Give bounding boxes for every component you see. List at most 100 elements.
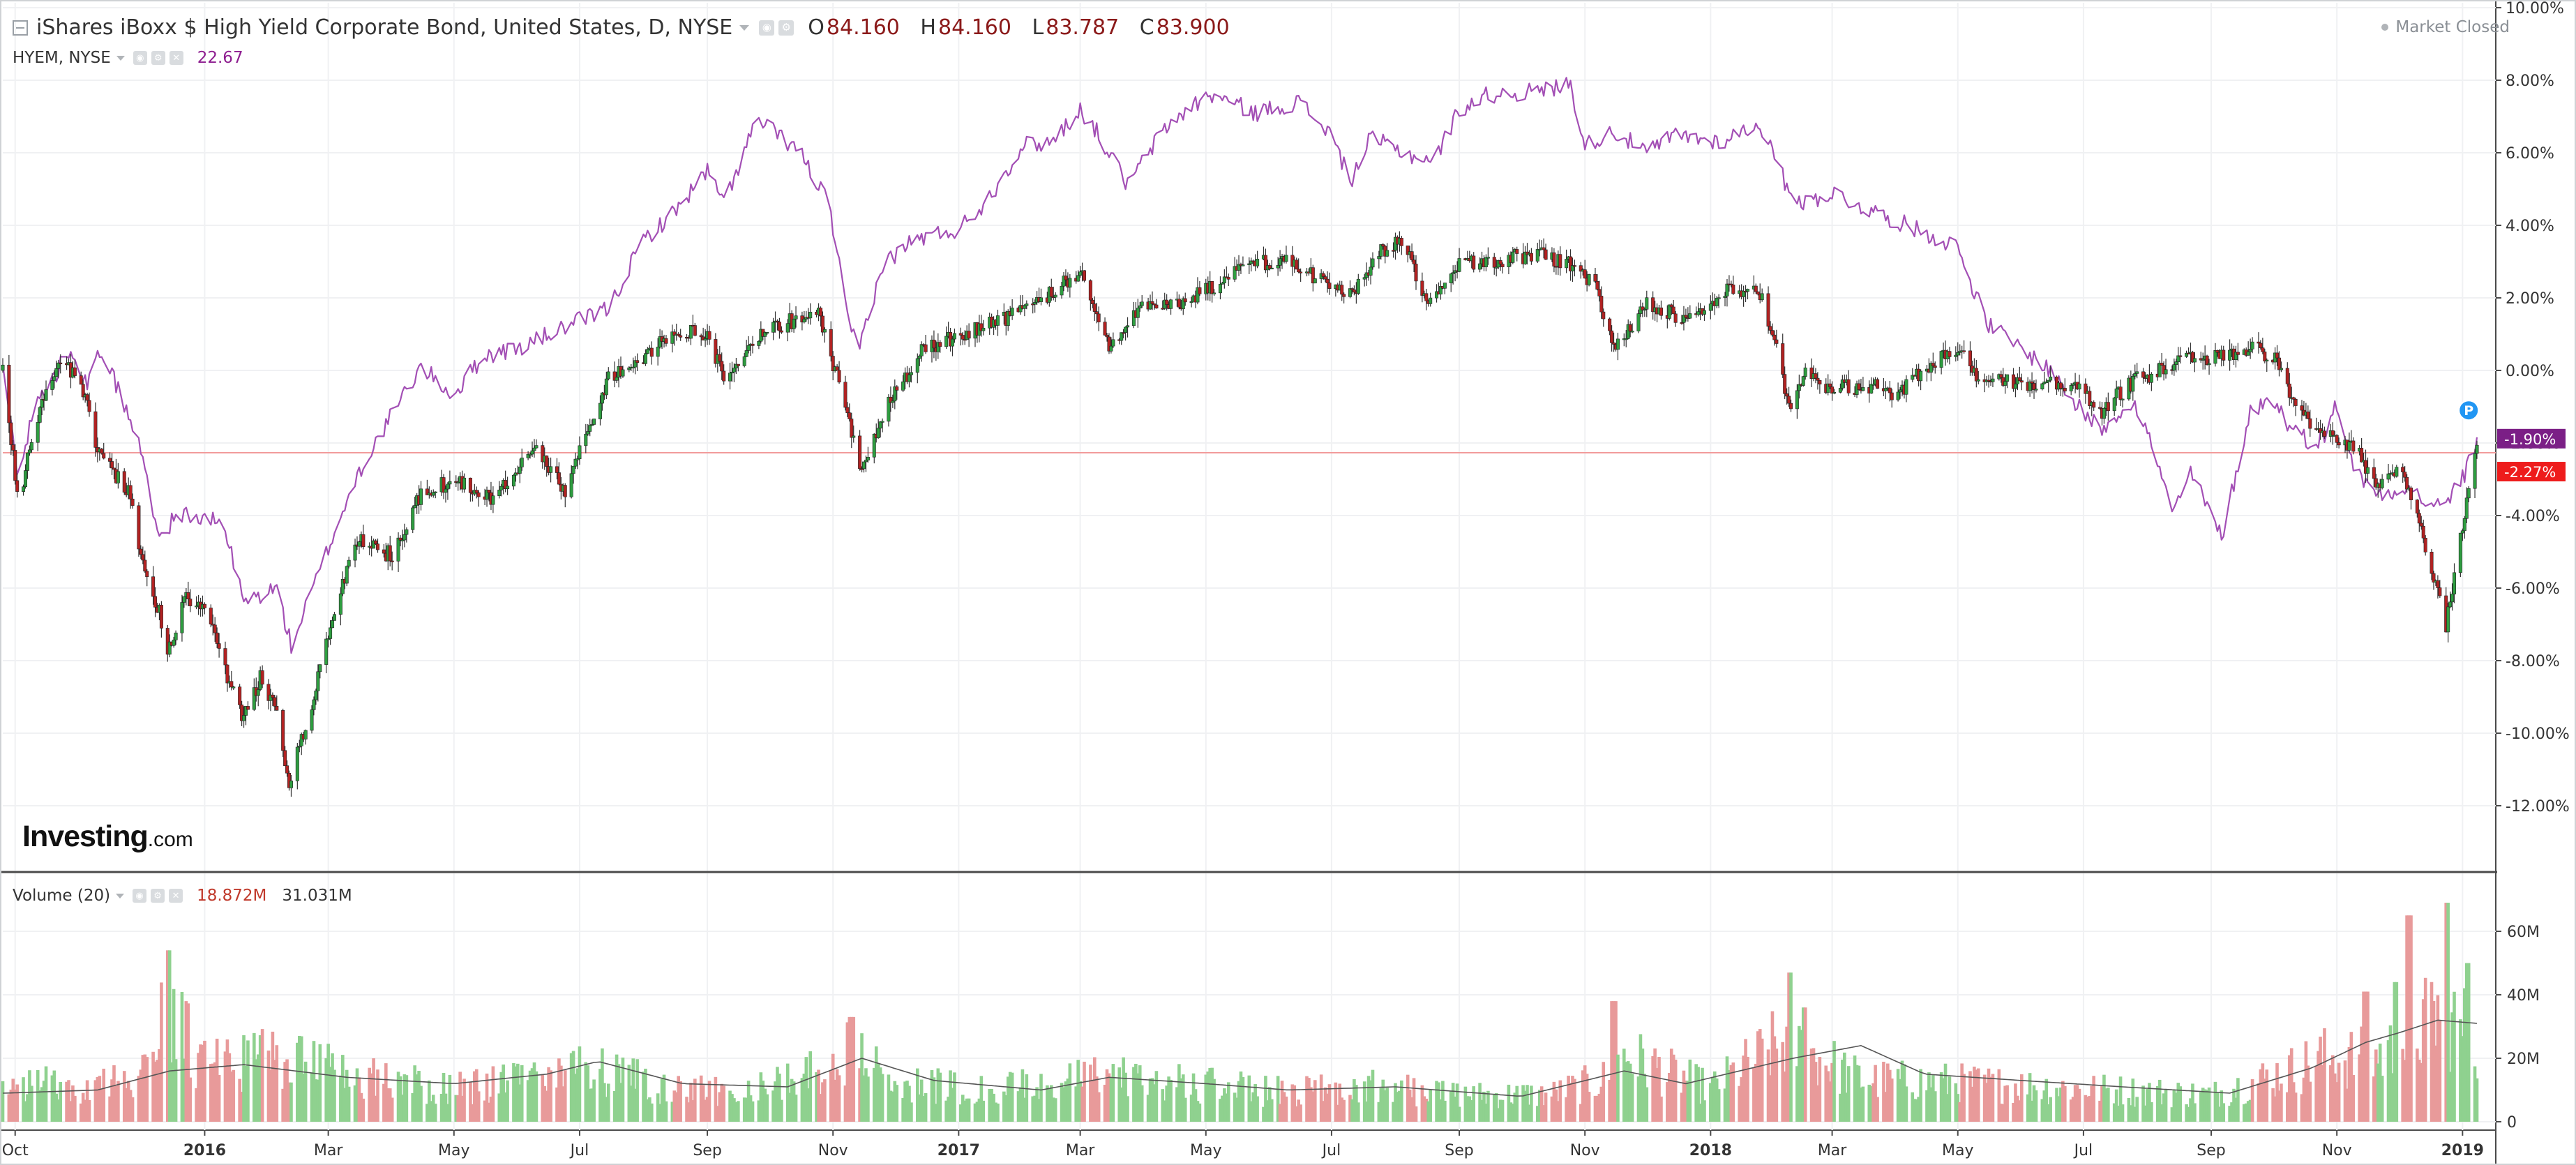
volume-bar (283, 1062, 287, 1122)
eye-icon[interactable]: ◉ (759, 20, 775, 36)
gear-icon[interactable]: ⚙ (151, 889, 165, 903)
hyg-candles (1, 231, 2479, 797)
volume-bar (359, 1092, 363, 1122)
y-tick-label: -10.00% (2506, 726, 2570, 743)
candle-body (777, 322, 781, 331)
volume-bar (1709, 1083, 1712, 1122)
collapse-icon[interactable] (13, 20, 28, 36)
candle-body (1587, 274, 1591, 285)
volume-bar (167, 950, 172, 1122)
candle-body (2192, 358, 2197, 363)
eye-icon[interactable]: ◉ (133, 889, 147, 903)
candle-body (2319, 428, 2323, 433)
volume-bar (499, 1072, 504, 1122)
candle-body (1295, 260, 1299, 270)
candle-body (1385, 250, 1389, 257)
volume-bar (2102, 1074, 2106, 1122)
eye-icon[interactable]: ◉ (133, 51, 147, 65)
volume-bar (2049, 1097, 2052, 1122)
volume-bar (615, 1054, 619, 1122)
candle-body (2118, 386, 2123, 400)
candle-body (225, 664, 229, 684)
volume-bar (763, 1088, 767, 1122)
candle-body (1090, 299, 1094, 304)
gear-icon[interactable]: ⚙ (778, 20, 794, 36)
candle-body (1126, 325, 1130, 328)
candle-body (2330, 430, 2335, 436)
candle-body (1775, 339, 1779, 344)
volume-bar (1830, 1062, 1834, 1122)
chevron-down-icon[interactable] (739, 24, 750, 31)
volume-bar (1550, 1096, 1554, 1122)
candle-body (2409, 488, 2413, 500)
volume-bar (1206, 1071, 1210, 1122)
volume-bar (44, 1066, 48, 1122)
close-icon[interactable]: ✕ (169, 51, 183, 65)
volume-bar (1064, 1081, 1068, 1122)
chevron-down-icon[interactable] (116, 55, 125, 61)
volume-bar (1853, 1055, 1857, 1122)
volume-bar (1515, 1085, 1519, 1122)
candle-body (324, 638, 329, 665)
volume-bar (1509, 1102, 1513, 1122)
candle-body (722, 370, 726, 382)
volume-bars (1, 903, 2479, 1122)
candle-body (2058, 382, 2063, 389)
volume-bar (7, 1094, 11, 1122)
volume-bar (1457, 1106, 1461, 1122)
volume-bar (2450, 1012, 2454, 1122)
volume-bar (2289, 1048, 2293, 1122)
candle-body (852, 435, 856, 438)
candle-body (1241, 264, 1245, 266)
volume-bar (732, 1098, 736, 1122)
volume-bar (735, 1102, 738, 1122)
candle-body (232, 686, 236, 689)
volume-bar (2131, 1078, 2135, 1122)
close-icon[interactable]: ✕ (169, 889, 183, 903)
volume-bar (2236, 1078, 2240, 1122)
candle-body (1076, 275, 1080, 282)
volume-bar (850, 1016, 854, 1122)
candle-body (1278, 258, 1282, 266)
volume-bar (1783, 1072, 1786, 1122)
candle-body (586, 431, 590, 435)
volume-bar (1406, 1074, 1410, 1122)
candle-body (1896, 391, 1900, 400)
volume-bar (633, 1088, 637, 1122)
volume-bar (689, 1083, 693, 1122)
candle-body (779, 330, 783, 333)
volume-bar (195, 1088, 198, 1122)
volume-bar (473, 1071, 476, 1122)
candle-body (297, 746, 301, 748)
volume-bar (1122, 1057, 1125, 1122)
candle-body (1898, 389, 1902, 393)
candle-body (2401, 467, 2405, 472)
gear-icon[interactable]: ⚙ (151, 51, 165, 65)
candle-body (909, 372, 913, 375)
volume-bar (979, 1076, 984, 1122)
volume-bar (1280, 1081, 1284, 1122)
volume-bar (1366, 1076, 1371, 1122)
volume-bar (532, 1062, 536, 1122)
candle-body (1039, 297, 1043, 302)
candle-body (1276, 265, 1280, 269)
candle-body (217, 643, 221, 649)
volume-bar (13, 1089, 17, 1122)
candle-body (2207, 363, 2211, 366)
volume-bar (1181, 1074, 1185, 1122)
volume-bar (454, 1095, 458, 1122)
volume-bar (1614, 1001, 1618, 1122)
candle-body (310, 709, 314, 731)
candle-body (1888, 387, 1892, 393)
volume-bar (139, 1069, 143, 1122)
volume-bar (1441, 1081, 1445, 1122)
candle-body (2415, 499, 2419, 514)
volume-bar (2302, 1077, 2306, 1122)
candle-body (1583, 269, 1587, 279)
volume-bar (1610, 1001, 1613, 1122)
volume-bar (1984, 1083, 1989, 1122)
volume-bar (903, 1081, 907, 1122)
volume-bar (310, 1072, 314, 1122)
x-tick-label: Jul (2073, 1142, 2093, 1159)
chevron-down-icon[interactable] (116, 893, 125, 899)
